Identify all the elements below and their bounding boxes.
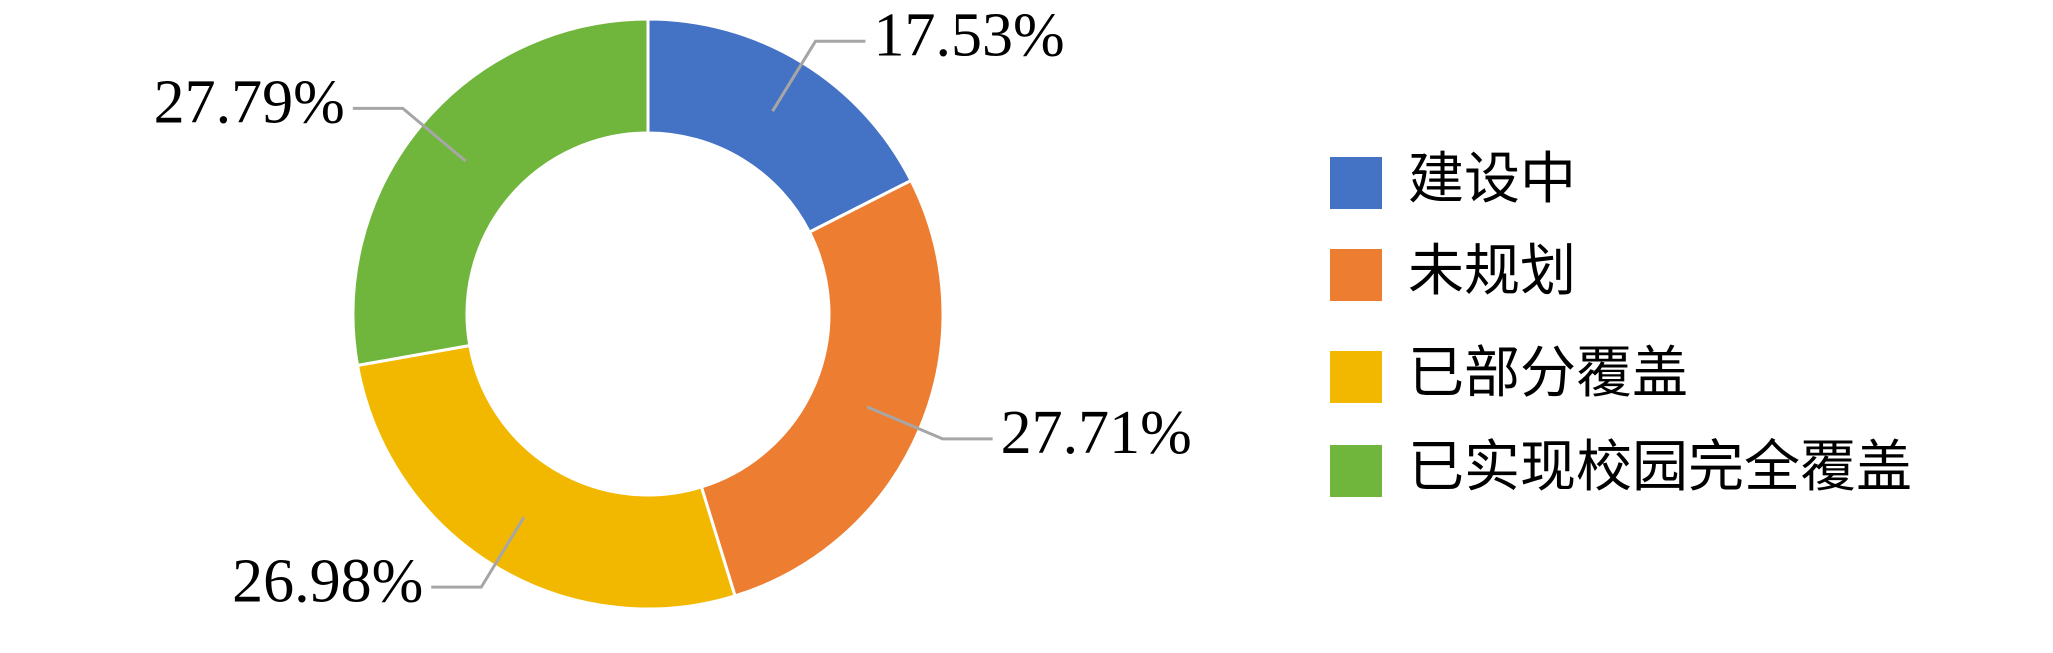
data-label: 27.71% [1001,399,1192,467]
leader-line [431,516,526,589]
data-label: 26.98% [232,547,423,615]
leader-line [771,39,866,112]
legend-label: 已实现校园完全覆盖 [1408,435,1912,500]
legend-swatch [1330,445,1382,497]
data-label: 27.79% [154,69,345,137]
legend-swatch [1330,249,1382,301]
leader-line [352,106,467,163]
data-label: 17.53% [873,2,1064,70]
legend-label: 已部分覆盖 [1408,341,1688,406]
legend-label: 未规划 [1408,239,1576,304]
legend-swatch [1330,351,1382,403]
donut-segment [351,17,650,368]
donut-segment [646,17,914,235]
legend-swatch [1330,157,1382,209]
leader-line [866,405,993,441]
donut-segment [699,178,945,598]
legend-label: 建设中 [1408,147,1576,212]
donut-segment [355,343,737,611]
